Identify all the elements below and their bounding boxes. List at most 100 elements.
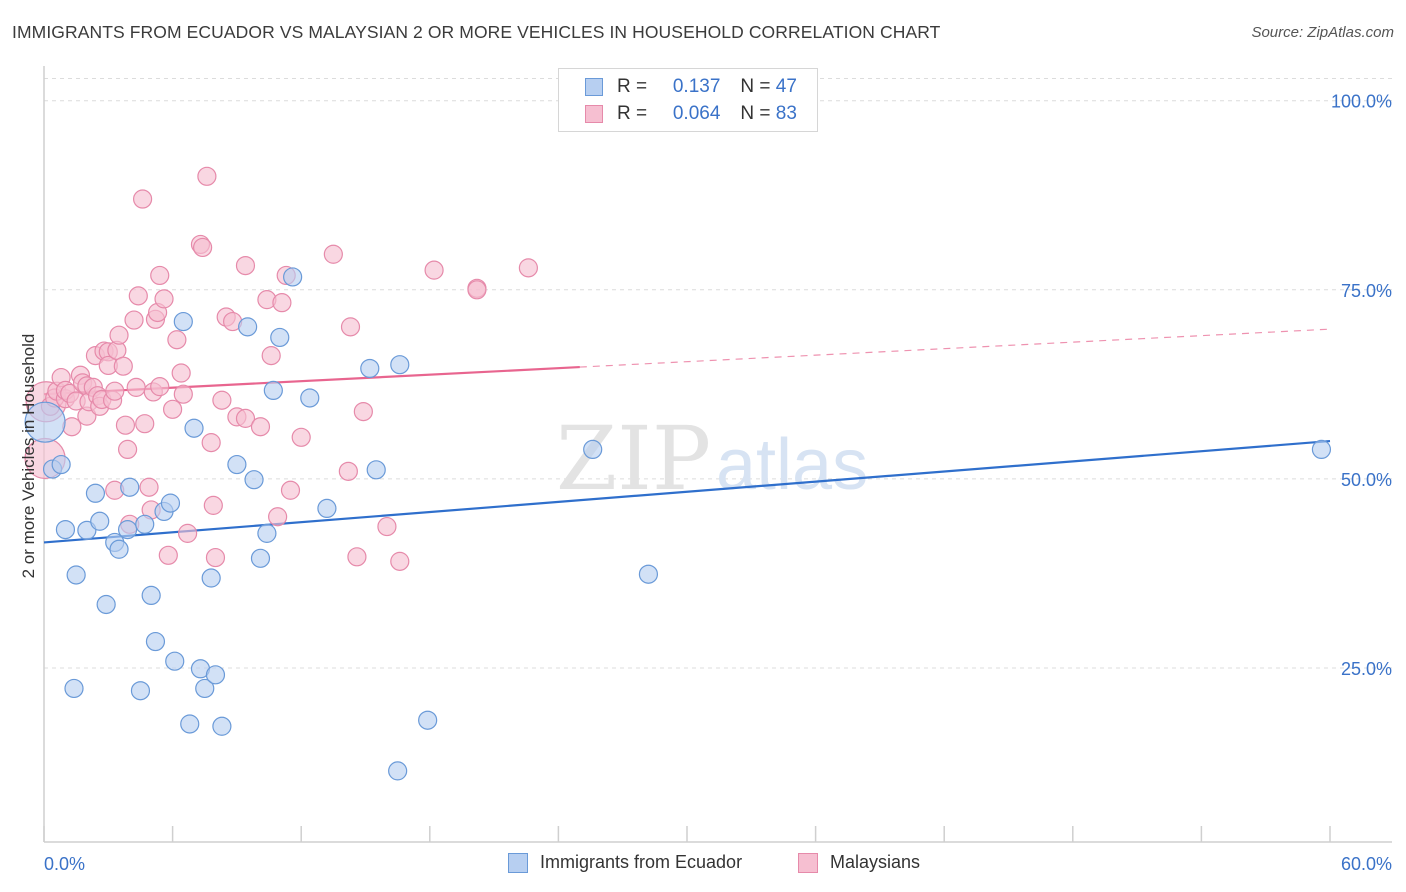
ecuador-point: [244, 470, 264, 490]
ecuador-point: [227, 454, 247, 475]
malaysians-point: [353, 401, 373, 422]
ecuador-point: [117, 519, 138, 540]
malaysians-point: [139, 477, 159, 497]
ecuador-point: [90, 511, 110, 531]
ecuador-point: [145, 631, 166, 652]
ecuador-point: [270, 327, 290, 348]
malaysians-point: [201, 433, 221, 453]
legend-item-malaysians: Malaysians: [798, 852, 920, 873]
malaysians-point: [109, 325, 129, 345]
ecuador-point: [366, 460, 386, 480]
source-credit: Source: ZipAtlas.com: [1251, 24, 1394, 41]
malaysians-point: [178, 523, 198, 543]
legend-n-label: N =: [740, 76, 771, 97]
malaysians-point: [268, 507, 288, 527]
malaysians-point: [424, 260, 444, 280]
watermark-zip: ZIP: [556, 407, 711, 510]
malaysians-point: [193, 237, 213, 258]
legend-n-value: 83: [775, 103, 797, 124]
ecuador-point: [85, 483, 106, 503]
correlation-legend: R = 0.137 N = 47 R = 0.064 N = 83: [558, 68, 818, 132]
malaysians-point: [171, 363, 191, 383]
malaysians-point: [132, 189, 153, 209]
malaysians-point: [250, 417, 271, 437]
malaysians-point: [163, 399, 183, 419]
ecuador-trend-line: [43, 439, 1331, 544]
malaysians-point: [115, 415, 136, 435]
malaysians-point: [518, 258, 538, 278]
malaysians-point: [113, 356, 133, 376]
legend-label: Malaysians: [830, 852, 921, 872]
malaysians-trend-extension: [579, 328, 1331, 368]
malaysians-point: [377, 516, 397, 537]
ecuador-point: [96, 594, 116, 615]
ecuador-point: [201, 568, 221, 588]
ecuador-point: [390, 355, 410, 375]
malaysians-point: [158, 545, 178, 565]
ecuador-point: [638, 564, 659, 584]
malaysians-point: [212, 390, 232, 410]
malaysians-point: [347, 547, 367, 567]
x-tick-label: 60.0%: [1341, 854, 1392, 874]
ecuador-point: [257, 523, 277, 543]
legend-swatch-blue: [585, 78, 603, 96]
malaysians-point: [150, 265, 170, 286]
ecuador-point: [360, 358, 380, 379]
ecuador-point: [130, 681, 151, 701]
ecuador-point: [64, 678, 84, 699]
malaysians-point: [203, 495, 223, 515]
ecuador-point: [238, 317, 258, 337]
ecuador-point: [109, 539, 129, 559]
ecuador-point: [263, 380, 283, 401]
malaysians-point: [235, 255, 256, 276]
malaysians-point: [128, 286, 148, 306]
malaysians-point: [205, 547, 226, 568]
malaysians-point: [197, 166, 217, 186]
ecuador-point: [1311, 439, 1332, 460]
legend-row-ecuador: R = 0.137 N = 47: [585, 74, 797, 100]
ecuador-point: [66, 565, 86, 585]
malaysians-point: [390, 551, 410, 571]
legend-n-value: 47: [775, 76, 797, 97]
malaysians-point: [117, 439, 138, 460]
ecuador-point: [388, 761, 408, 781]
ecuador-point: [180, 714, 200, 734]
tick-labels: 25.0% 50.0% 75.0% 100.0% 0.0% 60.0%: [44, 92, 1392, 874]
ecuador-point: [135, 514, 155, 534]
watermark-atlas: atlas: [716, 425, 868, 505]
legend-r-label: R =: [617, 76, 648, 97]
malaysians-point: [338, 461, 358, 481]
malaysians-point: [235, 408, 256, 428]
malaysians-point: [124, 310, 144, 330]
ecuador-point: [583, 439, 603, 460]
ecuador-point: [165, 651, 185, 671]
legend-item-ecuador: Immigrants from Ecuador: [508, 852, 742, 873]
malaysians-point: [261, 346, 281, 366]
chart-title: IMMIGRANTS FROM ECUADOR VS MALAYSIAN 2 O…: [12, 22, 941, 42]
malaysians-point: [280, 480, 301, 500]
grid-lines: [44, 78, 1392, 669]
malaysians-point: [105, 381, 125, 401]
watermark: ZIP atlas: [556, 407, 868, 510]
ecuador-point: [250, 548, 271, 568]
ecuador-point: [418, 710, 438, 730]
legend-row-malaysians: R = 0.064 N = 83: [585, 101, 797, 127]
legend-swatch-blue: [508, 852, 528, 873]
ecuador-point: [283, 267, 303, 287]
legend-swatch-pink: [585, 105, 603, 123]
ecuador-point: [55, 519, 76, 540]
legend-swatch-pink: [798, 852, 818, 873]
malaysians-point: [167, 330, 187, 350]
legend-n-label: N =: [740, 103, 771, 124]
legend-label: Immigrants from Ecuador: [540, 852, 743, 872]
ecuador-point: [184, 418, 204, 438]
y-tick-label: 75.0%: [1341, 281, 1392, 301]
ecuador-point: [141, 585, 161, 606]
malaysians-point: [272, 293, 292, 313]
malaysians-point: [173, 384, 193, 404]
legend-r-value: 0.064: [672, 103, 721, 124]
malaysians-point: [340, 317, 361, 337]
ecuador-point: [24, 401, 66, 443]
malaysians-point: [126, 377, 146, 397]
